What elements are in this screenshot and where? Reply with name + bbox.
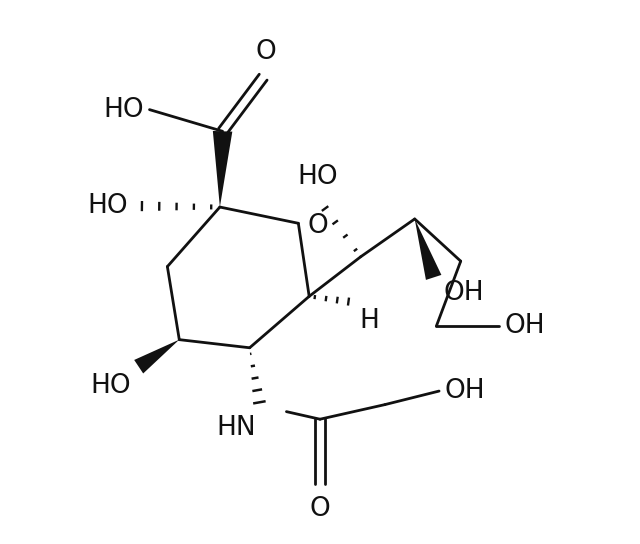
Text: HO: HO [87, 193, 128, 219]
Text: HO: HO [104, 97, 144, 122]
Text: O: O [255, 39, 276, 65]
Text: OH: OH [504, 313, 545, 339]
Polygon shape [134, 339, 179, 374]
Text: H: H [360, 308, 380, 333]
Text: HN: HN [216, 415, 256, 441]
Text: O: O [307, 213, 328, 239]
Text: OH: OH [444, 280, 484, 306]
Text: OH: OH [445, 378, 485, 404]
Text: HO: HO [90, 373, 131, 399]
Text: O: O [310, 496, 330, 522]
Polygon shape [415, 219, 442, 280]
Text: HO: HO [297, 164, 338, 190]
Polygon shape [213, 131, 232, 207]
